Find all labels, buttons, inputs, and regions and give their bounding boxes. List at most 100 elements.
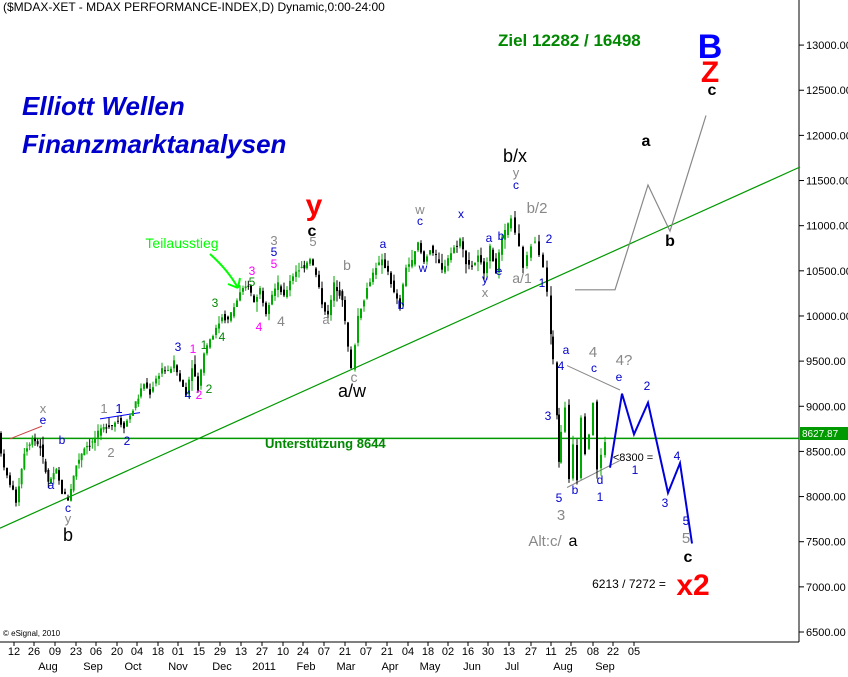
wave-label: e [616,370,623,384]
price-candle [321,288,323,305]
price-candle [558,414,560,462]
price-candle [584,416,586,455]
price-candle [309,259,311,264]
wave-label: 3 [557,507,565,524]
wave-label: 2 [196,388,203,402]
x-month-label: Feb [297,661,316,673]
price-candle [560,431,562,463]
price-candle [564,407,566,432]
price-candle [55,469,58,474]
price-candle [432,245,434,254]
wave-label: c [591,361,597,375]
price-candle [477,255,479,262]
wave-channel-line-red [9,425,43,440]
x-axis: 12 26 09 23 06 20 04 18 01 15 29 13 27 10 24 07 21 07 21 04… [8,642,640,673]
wave-label: x [40,401,47,416]
price-candle [218,323,220,329]
price-candle [126,420,128,427]
y-tick-label: 6500.00 [806,627,846,639]
wave-label: 3 [175,340,182,354]
x-month-label: Nov [168,661,188,673]
wave-label: 5 [682,530,690,547]
price-candle [295,271,297,277]
price-candle [441,263,443,270]
price-candle [402,284,404,306]
wave-label: a [486,231,493,245]
price-candle [12,485,14,490]
price-candle [366,288,368,299]
price-candle [336,287,338,292]
price-candle [423,251,425,262]
wave-label: 1 [539,276,546,290]
price-candle [26,448,28,452]
wave-label: y [482,272,488,286]
price-candle [447,258,449,266]
price-candle [459,238,461,247]
y-tick-label: 13000.00 [806,40,848,52]
wave-label: 2 [644,379,651,393]
x-day-label: 04 [131,646,143,658]
price-candle [167,369,169,371]
price-candle [100,428,102,436]
x-day-label: 16 [462,646,474,658]
chart-title: ($MDAX-XET - MDAX PERFORMANCE-INDEX,D) D… [3,0,385,14]
price-candle [97,430,99,438]
wave-label: a [569,533,578,550]
price-candle [486,262,488,274]
price-candle [194,364,196,377]
y-tick-label: 7500.00 [806,537,846,549]
wave-label: 1 [632,463,639,477]
wave-label: a [48,478,55,492]
price-candle [468,260,470,265]
price-candle [3,453,5,468]
price-candle [375,268,377,275]
price-candle [514,217,516,233]
price-candle [88,445,91,447]
price-candle [129,415,131,420]
price-candle [230,312,232,321]
analysis-lines [0,115,801,544]
wave-label: Alt:c/ [528,533,562,550]
x-day-label: 27 [256,646,268,658]
price-candle [580,417,582,479]
price-candle [61,479,63,494]
price-candle [417,242,419,251]
price-candle [182,380,184,387]
x-day-label: 08 [587,646,599,658]
x-day-label: 25 [565,646,577,658]
x-day-label: 22 [607,646,619,658]
price-candle [341,291,344,301]
wave-label: 1 [201,338,208,352]
price-candle [378,262,380,265]
wave-label: 1 [597,490,604,504]
x-day-label: 21 [381,646,393,658]
price-candle [111,425,113,427]
price-candle [498,252,500,273]
x-day-label: 06 [90,646,102,658]
price-candle [188,379,190,394]
wave-label: c [417,214,423,228]
support-label: Unterstützung 8644 [265,436,386,451]
wave-label: c [708,82,717,99]
x-day-label: 05 [628,646,640,658]
price-candle [42,444,44,457]
price-candle [312,259,314,266]
price-candle [435,253,437,255]
price-candle [67,498,69,501]
x-month-label: Mar [337,661,356,673]
wave-label: 4 [674,449,681,463]
x-day-label: 15 [193,646,205,658]
price-candle [236,300,238,307]
price-candle [78,459,80,464]
x-month-label: Jun [463,661,481,673]
price-candle [330,299,332,316]
triangle-upper-line [566,365,621,391]
price-candle [286,289,288,297]
price-candle [39,445,42,449]
wave-label: 2 [124,434,131,448]
price-candle [9,475,11,485]
x-day-label: 18 [422,646,434,658]
price-candle [58,470,60,481]
wave-label: 4 [589,344,597,361]
